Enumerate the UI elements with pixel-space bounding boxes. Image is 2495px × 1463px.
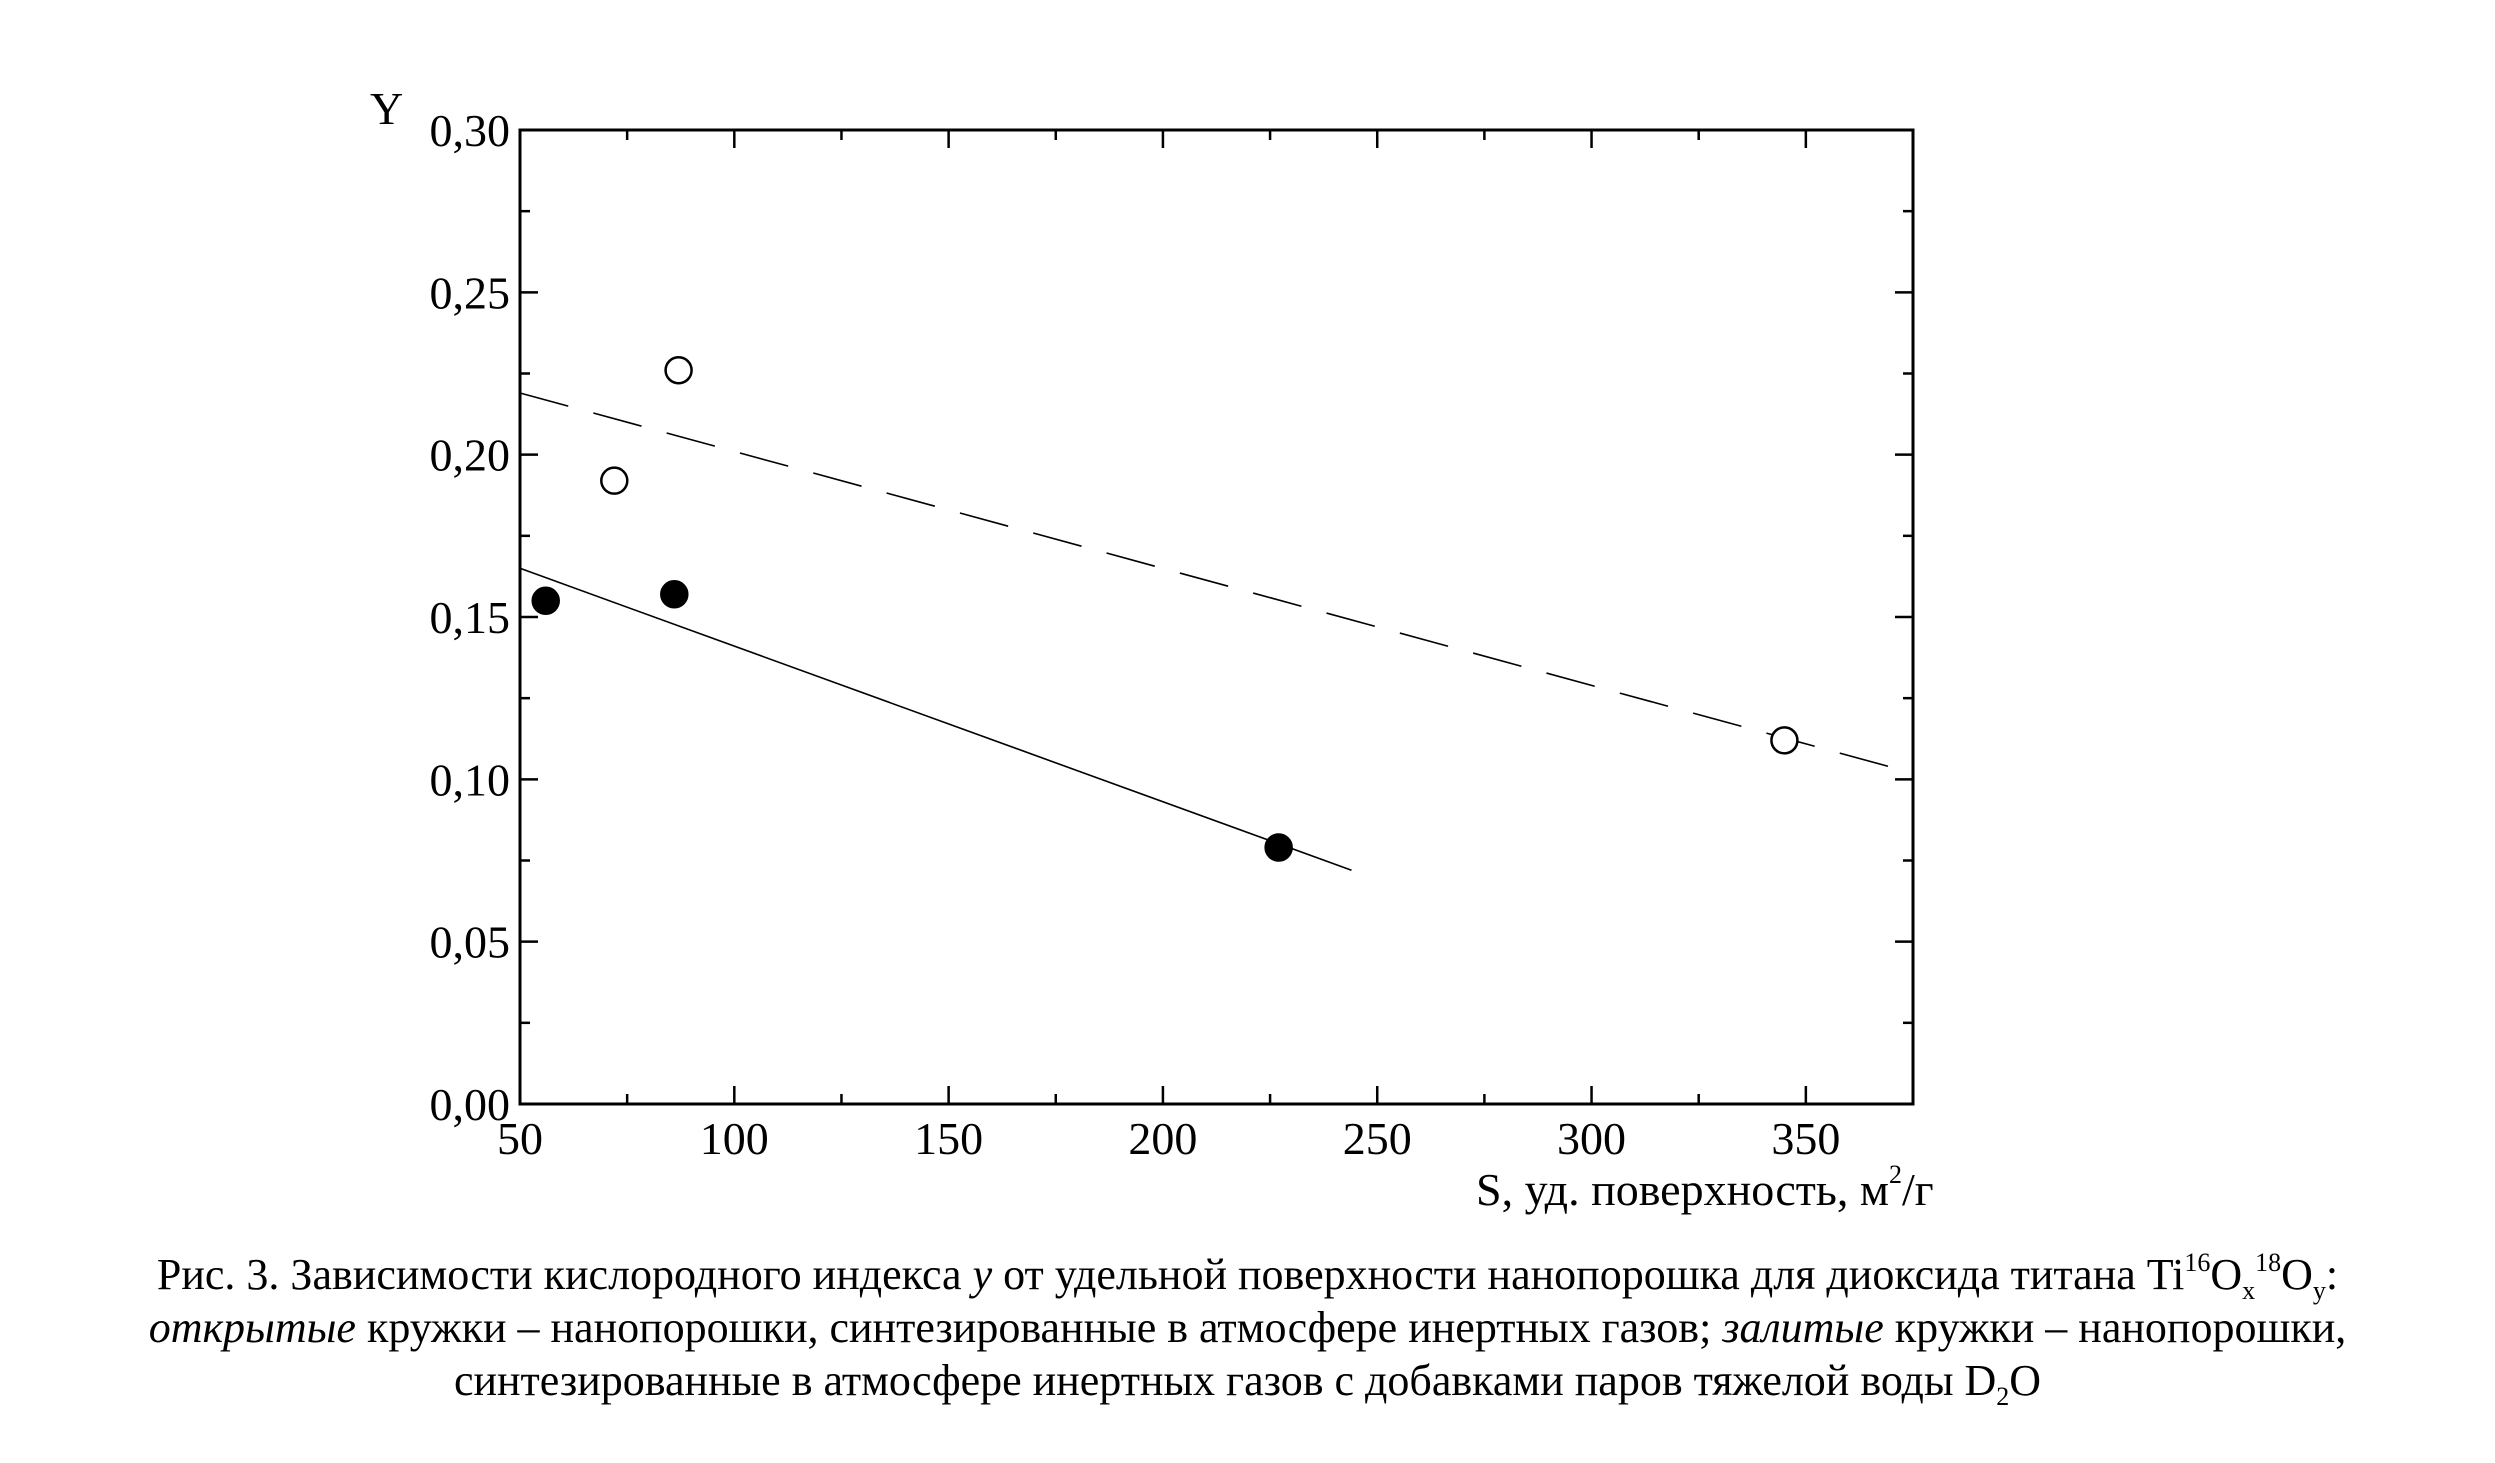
filled-circle-point <box>660 580 689 609</box>
y-tick-label: 0,05 <box>430 917 511 968</box>
y-tick-label: 0,25 <box>430 267 511 318</box>
open-circle-point <box>1770 726 1799 755</box>
filled-circle-point <box>1264 833 1293 862</box>
chart: 50 100 150 200 250 300 350 0,00 0,05 0,10 0,15 0,20… <box>370 83 1934 1215</box>
y-tick-label: 0,10 <box>430 754 511 805</box>
caption-line-3: синтезированные в атмосфере инертных газ… <box>453 1356 2042 1411</box>
y-tick-label: 0,30 <box>430 105 511 156</box>
x-axis-label: S, уд. поверхность, м2/г <box>1476 1160 1934 1215</box>
x-tick-label: 300 <box>1557 1113 1626 1164</box>
y-tick-label: 0,00 <box>430 1079 511 1130</box>
open-circle-point <box>664 356 693 385</box>
filled-circle-point <box>531 586 560 616</box>
open-circle-point <box>600 466 629 495</box>
figure-caption: Рис. 3. Зависимости кислородного индекса… <box>0 1248 2495 1411</box>
x-tick-label: 350 <box>1771 1113 1840 1164</box>
caption-line-1: Рис. 3. Зависимости кислородного индекса… <box>156 1248 2339 1305</box>
x-tick-label: 150 <box>914 1113 983 1164</box>
axis-tick-labels: 50 100 150 200 250 300 350 0,00 0,05 0,10 0,15 0,20… <box>430 105 1841 1164</box>
fit-lines <box>519 392 1901 871</box>
caption-line-2: открытые кружки – нанопорошки, синтезиро… <box>148 1303 2347 1352</box>
plot-frame <box>518 128 1915 1106</box>
data-points <box>531 356 1799 862</box>
x-tick-label: 200 <box>1128 1113 1197 1164</box>
fit-line-solid <box>519 567 1352 871</box>
x-tick-label: 50 <box>497 1113 543 1164</box>
x-tick-label: 100 <box>700 1113 769 1164</box>
x-tick-label: 250 <box>1343 1113 1412 1164</box>
y-tick-label: 0,20 <box>430 430 511 481</box>
axis-ticks <box>518 128 1915 1106</box>
y-tick-label: 0,15 <box>430 592 511 643</box>
y-axis-label: Y <box>370 83 403 134</box>
fit-line-dashed <box>519 392 1901 771</box>
